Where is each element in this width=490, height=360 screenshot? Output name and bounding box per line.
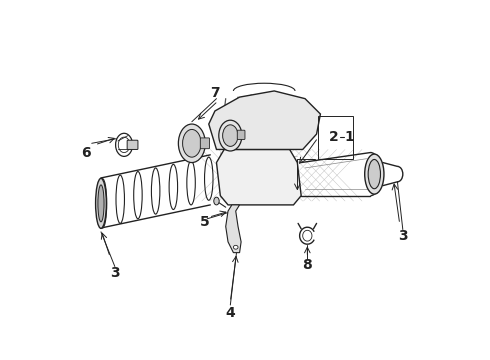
- Ellipse shape: [368, 159, 380, 189]
- Text: 1: 1: [345, 130, 355, 144]
- Ellipse shape: [222, 125, 238, 147]
- Text: 2: 2: [329, 130, 339, 144]
- Ellipse shape: [178, 124, 205, 163]
- Polygon shape: [217, 149, 301, 205]
- Polygon shape: [226, 205, 241, 253]
- Bar: [318, 116, 353, 159]
- Ellipse shape: [365, 154, 384, 194]
- Text: 5: 5: [200, 215, 210, 229]
- Polygon shape: [209, 91, 320, 149]
- FancyBboxPatch shape: [127, 140, 138, 149]
- FancyBboxPatch shape: [237, 130, 245, 139]
- Text: 7: 7: [210, 86, 220, 100]
- Ellipse shape: [233, 245, 238, 249]
- Text: 4: 4: [225, 306, 235, 320]
- Text: 3: 3: [398, 229, 408, 243]
- Ellipse shape: [98, 185, 104, 222]
- FancyBboxPatch shape: [200, 138, 210, 149]
- Ellipse shape: [183, 130, 201, 157]
- Text: 3: 3: [110, 266, 120, 280]
- Ellipse shape: [214, 197, 219, 205]
- Text: 8: 8: [302, 258, 312, 272]
- Ellipse shape: [219, 120, 242, 151]
- Ellipse shape: [96, 178, 106, 228]
- Text: 6: 6: [81, 145, 90, 159]
